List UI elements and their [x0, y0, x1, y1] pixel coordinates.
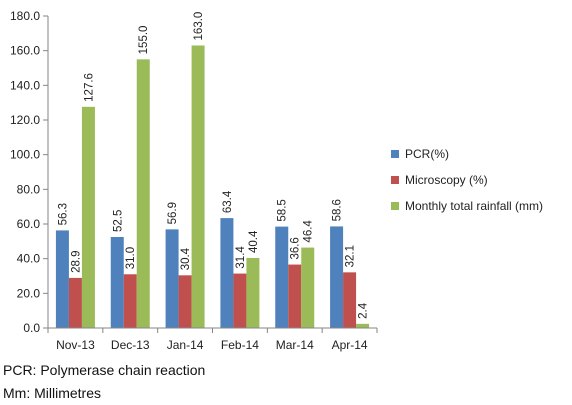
data-label: 31.4: [235, 246, 247, 269]
data-label: 163.0: [193, 12, 205, 41]
bar: [301, 247, 315, 328]
legend-swatch: [391, 176, 399, 184]
x-tick-label: Dec-13: [111, 338, 150, 352]
data-label: 46.4: [303, 220, 315, 243]
footnote-mm: Mm: Millimetres: [3, 385, 101, 401]
y-axis: 0.0 20.0 40.0 60.0 80.0 100.0 120.0 140.0 160.0 1…: [10, 9, 49, 335]
legend-swatch: [391, 150, 399, 158]
bar: [356, 323, 370, 328]
legend: PCR(%) Microscopy (%) Monthly total rainfa…: [391, 147, 543, 213]
data-label: 56.9: [167, 202, 179, 224]
data-label: 2.4: [358, 302, 370, 319]
x-tick-label: Mar-14: [276, 338, 314, 352]
bar: [288, 264, 302, 328]
bar: [165, 229, 179, 328]
bar: [81, 106, 95, 329]
legend-entry: Microscopy (%): [405, 173, 488, 187]
legend-entry: PCR(%): [405, 147, 449, 161]
y-tick-label: 100.0: [10, 148, 40, 162]
x-tick-label: Jan-14: [167, 338, 204, 352]
y-tick-label: 40.0: [17, 252, 41, 266]
x-tick-label: Feb-14: [221, 338, 259, 352]
bar: [330, 226, 344, 328]
data-label: 127.6: [83, 73, 95, 102]
y-tick-label: 160.0: [10, 44, 40, 58]
x-tick-label: Nov-13: [56, 338, 95, 352]
data-label: 30.4: [180, 247, 192, 270]
y-tick-label: 140.0: [10, 78, 40, 92]
bar: [123, 274, 137, 328]
x-axis: Nov-13 Dec-13 Jan-14 Feb-14 Mar-14 Apr-14: [47, 327, 378, 352]
bar: [220, 218, 234, 328]
bar: [55, 230, 69, 328]
data-label: 52.5: [112, 210, 124, 232]
data-labels: 56.3 28.9 127.6 52.5 31.0 155.0 56.9 30.4 163.0 6…: [57, 12, 369, 319]
x-tick-label: Apr-14: [332, 338, 368, 352]
y-tick-label: 80.0: [17, 182, 41, 196]
y-tick-label: 20.0: [17, 286, 41, 300]
y-tick-label: 180.0: [10, 9, 40, 23]
data-label: 58.5: [277, 199, 289, 221]
y-tick-label: 60.0: [17, 217, 41, 231]
data-label: 63.4: [222, 190, 234, 213]
data-label: 28.9: [70, 251, 82, 273]
data-label: 155.0: [138, 26, 150, 55]
bar: [343, 272, 357, 328]
y-tick-label: 0.0: [23, 321, 40, 335]
data-label: 32.1: [345, 245, 357, 267]
grouped-bar-chart: 0.0 20.0 40.0 60.0 80.0 100.0 120.0 140.0 160.0 1…: [10, 9, 543, 352]
y-tick-label: 120.0: [10, 113, 40, 127]
data-label: 31.0: [125, 247, 137, 269]
bar: [275, 226, 289, 328]
bar: [191, 45, 205, 328]
footnote-pcr: PCR: Polymerase chain reaction: [3, 362, 206, 378]
data-label: 36.6: [290, 237, 302, 259]
bar: [233, 273, 247, 328]
data-label: 56.3: [57, 203, 69, 225]
bar: [68, 277, 82, 328]
legend-swatch: [391, 202, 399, 210]
bar: [178, 275, 192, 328]
data-label: 58.6: [332, 199, 344, 221]
bar: [246, 257, 260, 328]
data-label: 40.4: [248, 230, 260, 253]
legend-entry: Monthly total rainfall (mm): [405, 199, 543, 213]
bar: [136, 59, 150, 328]
bars: [55, 45, 370, 329]
bar: [110, 237, 124, 328]
